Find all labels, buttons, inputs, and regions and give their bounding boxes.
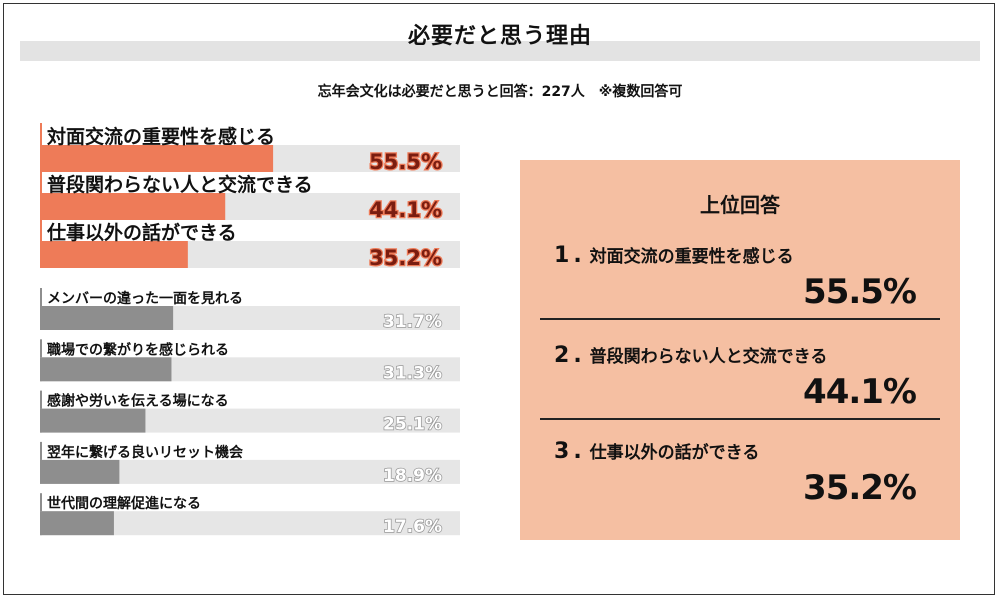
- bar: [40, 306, 174, 330]
- value-label: 18.9%: [383, 466, 442, 486]
- category-label: 感謝や労いを伝える場になる: [47, 393, 229, 410]
- top-answer-1: 1. 対面交流の重要性を感じる 55.5%: [540, 242, 940, 328]
- value-label: 17.6%: [383, 517, 442, 537]
- bar: [40, 241, 188, 268]
- top-divider: [540, 418, 940, 420]
- top-answer-value: 55.5%: [803, 272, 917, 312]
- category-label: 対面交流の重要性を感じる: [46, 125, 275, 148]
- value-label: 44.1%: [369, 198, 442, 222]
- category-label: 世代間の理解促進になる: [47, 495, 201, 512]
- rank-text: 普段関わらない人と交流できる: [589, 347, 828, 367]
- category-label: 翌年に繋げる良いリセット機会: [47, 444, 244, 461]
- value-label: 31.3%: [383, 363, 442, 383]
- value-label: 55.5%: [369, 150, 442, 174]
- chart-title: 必要だと思う理由: [407, 24, 592, 49]
- top-answer-label: 3. 仕事以外の話ができる: [554, 439, 760, 464]
- category-label: 普段関わらない人と交流できる: [47, 173, 313, 196]
- category-label: メンバーの違った一面を見れる: [47, 290, 243, 307]
- top-answer-3: 3. 仕事以外の話ができる 35.2%: [540, 438, 940, 524]
- category-label: 仕事以外の話ができる: [46, 221, 237, 244]
- value-label: 31.7%: [383, 312, 442, 332]
- category-label: 職場での繋がりを感じられる: [47, 341, 229, 358]
- rank-text: 対面交流の重要性を感じる: [589, 247, 794, 267]
- bar: [40, 145, 274, 172]
- rank-text: 仕事以外の話ができる: [589, 443, 760, 463]
- bar: [40, 459, 120, 484]
- rank-number: 3: [554, 439, 570, 464]
- chart-subtitle: 忘年会文化は必要だと思うと回答：227人 ※複数回答可: [317, 84, 683, 100]
- value-label: 25.1%: [383, 415, 442, 435]
- top-answer-2: 2. 普段関わらない人と交流できる 44.1%: [540, 342, 940, 428]
- top-answers-panel: 上位回答 1. 対面交流の重要性を感じる 55.5% 2. 普段関わらない人と交流で…: [520, 160, 960, 540]
- title-band: [20, 41, 980, 61]
- bar: [40, 357, 172, 382]
- rank-number: 2: [554, 343, 570, 368]
- top-answer-label: 1. 対面交流の重要性を感じる: [554, 243, 794, 268]
- top-answers-heading: 上位回答: [700, 193, 780, 217]
- rank-number: 1: [554, 243, 570, 268]
- top-answer-value: 35.2%: [803, 468, 917, 508]
- value-label: 35.2%: [369, 246, 442, 270]
- top-divider: [540, 318, 940, 320]
- bar: [40, 193, 226, 220]
- bar: [40, 408, 146, 433]
- top-answer-label: 2. 普段関わらない人と交流できる: [554, 343, 828, 368]
- top-answer-value: 44.1%: [803, 372, 917, 412]
- bar: [40, 511, 114, 536]
